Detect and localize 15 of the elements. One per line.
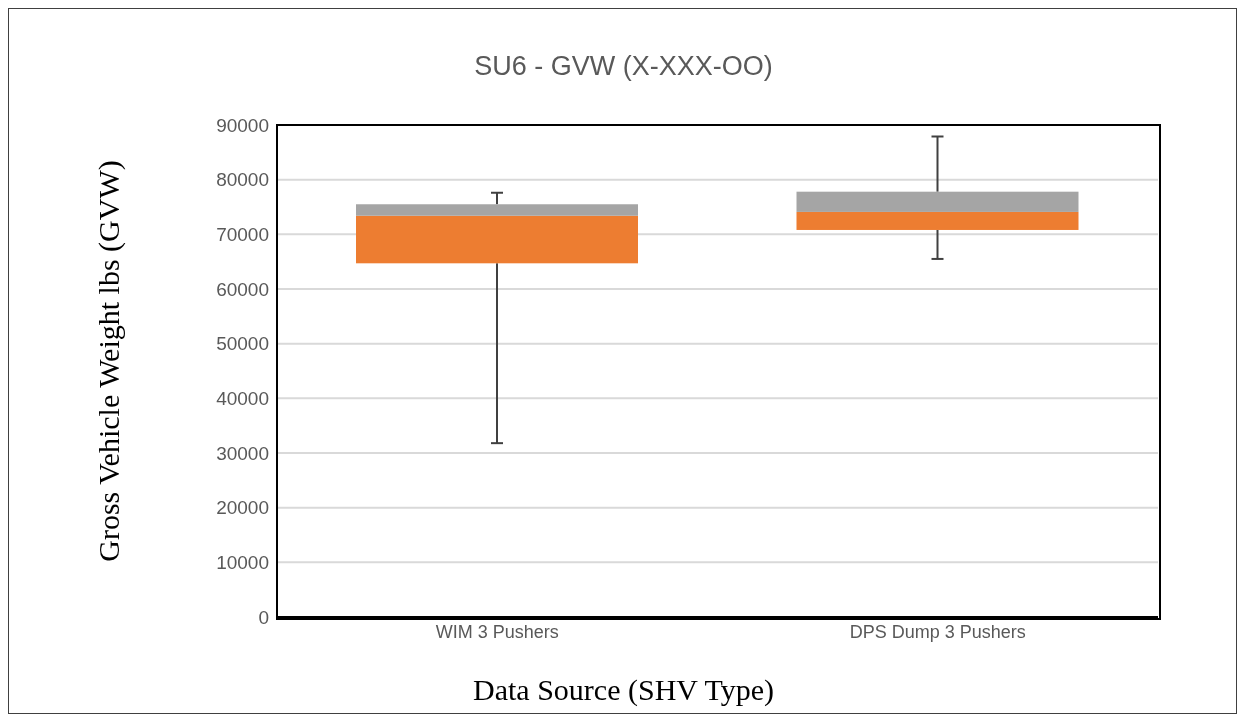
x-axis-title: Data Source (SHV Type) [472,673,775,707]
y-tick-label: 30000 [216,442,269,464]
y-tick-label: 0 [258,606,269,628]
y-tick-label: 20000 [216,497,269,519]
chart-title: SU6 - GVW (X-XXX-OO) [473,51,774,82]
y-tick-label: 70000 [216,224,269,246]
x-tick-label: DPS Dump 3 Pushers [849,621,1026,642]
y-tick-label: 90000 [216,114,269,136]
y-tick-label: 50000 [216,333,269,355]
y-tick-label: 10000 [216,552,269,574]
y-tick-label: 80000 [216,169,269,191]
y-tick-label: 40000 [216,388,269,410]
y-tick-label: 60000 [216,278,269,300]
y-axis-title: Gross Vehicle Weight lbs (GVW) [92,160,126,562]
x-tick-label: WIM 3 Pushers [435,621,559,642]
